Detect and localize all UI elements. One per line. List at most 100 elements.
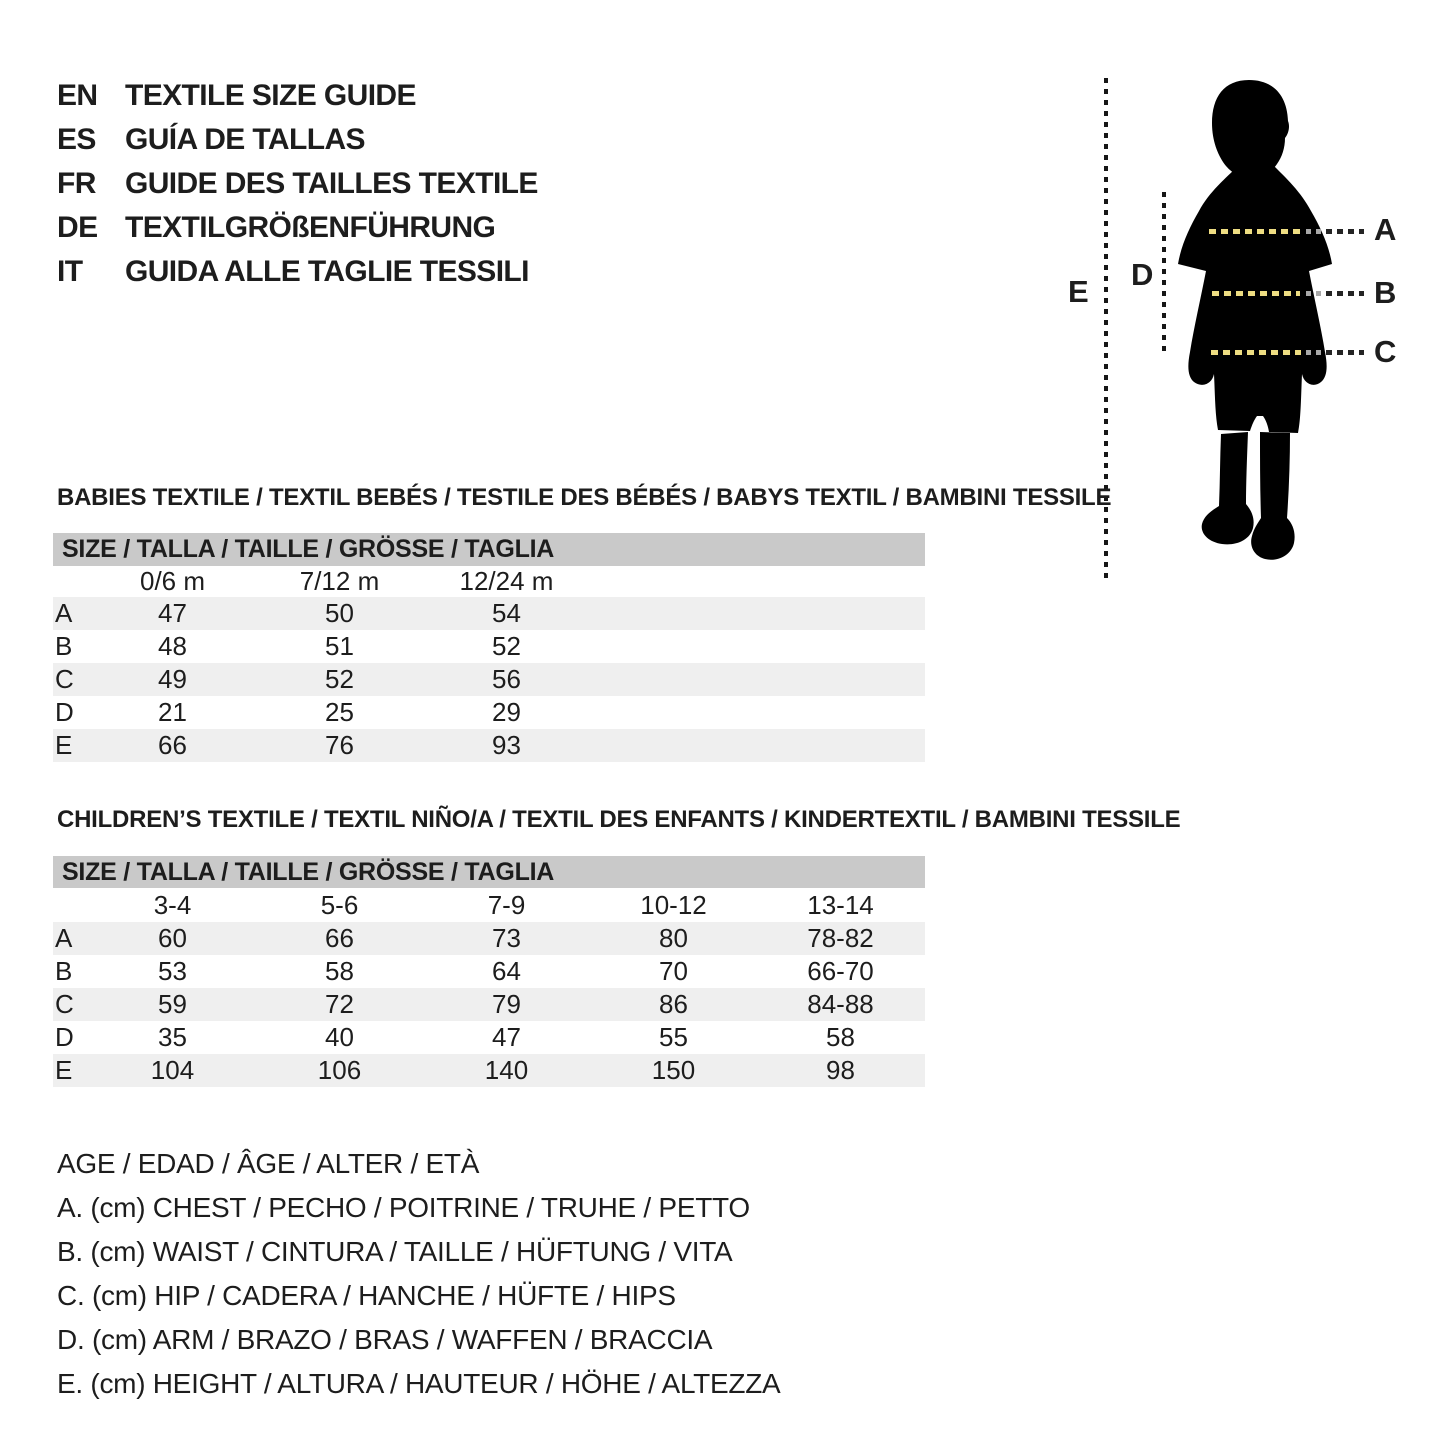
table-cell: 78-82 xyxy=(807,923,874,953)
babies-size-header-bar: SIZE / TALLA / TAILLE / GRÖSSE / TAGLIA xyxy=(53,533,925,566)
table-cell: 66-70 xyxy=(807,956,874,986)
babies-column-header-row: 0/6 m 7/12 m 12/24 m xyxy=(53,566,925,597)
hip-line-fade xyxy=(1306,350,1322,355)
table-cell: 55 xyxy=(659,1022,688,1052)
lang-row-de: DE TEXTILGRÖßENFÜHRUNG xyxy=(57,206,538,250)
row-label: B xyxy=(55,631,73,661)
measurement-legend: AGE / EDAD / ÂGE / ALTER / ETÀ A. (cm) C… xyxy=(57,1142,781,1406)
table-cell: 98 xyxy=(826,1055,855,1085)
table-row: B 53 58 64 70 66-70 xyxy=(53,955,925,988)
table-cell: 64 xyxy=(492,956,521,986)
table-cell: 47 xyxy=(492,1022,521,1052)
chest-line-yellow xyxy=(1209,229,1302,234)
lang-code: DE xyxy=(57,211,98,244)
table-cell: 106 xyxy=(317,1055,362,1085)
row-label: A xyxy=(55,923,73,953)
table-cell: 73 xyxy=(492,923,521,953)
children-col-header: 5-6 xyxy=(320,890,359,920)
table-row: E 66 76 93 xyxy=(53,729,925,762)
lang-title: GUIDA ALLE TAGLIE TESSILI xyxy=(125,255,529,288)
corner-cell xyxy=(53,566,89,597)
row-label: E xyxy=(55,1055,73,1085)
table-row: E 104 106 140 150 98 xyxy=(53,1054,925,1087)
lang-row-es: ES GUÍA DE TALLAS xyxy=(57,118,538,162)
table-cell: 21 xyxy=(158,697,187,727)
table-cell: 54 xyxy=(492,598,521,628)
table-cell: 60 xyxy=(158,923,187,953)
table-cell: 104 xyxy=(150,1055,195,1085)
babies-col-header: 0/6 m xyxy=(139,566,206,596)
measure-label-b: B xyxy=(1374,275,1397,310)
table-cell: 47 xyxy=(158,598,187,628)
row-label: D xyxy=(55,697,74,727)
table-cell: 66 xyxy=(158,730,187,760)
table-cell: 66 xyxy=(325,923,354,953)
table-cell: 150 xyxy=(651,1055,696,1085)
row-label: C xyxy=(55,989,74,1019)
table-cell: 50 xyxy=(325,598,354,628)
babies-col-header: 12/24 m xyxy=(459,566,554,596)
row-label: D xyxy=(55,1022,74,1052)
children-section-title: CHILDREN’S TEXTILE / TEXTIL NIÑO/A / TEX… xyxy=(57,806,1181,833)
legend-arm: D. (cm) ARM / BRAZO / BRAS / WAFFEN / BR… xyxy=(57,1324,713,1355)
table-cell: 51 xyxy=(325,631,354,661)
row-label: B xyxy=(55,956,73,986)
table-cell: 53 xyxy=(158,956,187,986)
table-cell: 86 xyxy=(659,989,688,1019)
table-cell: 35 xyxy=(158,1022,187,1052)
table-cell: 79 xyxy=(492,989,521,1019)
waist-line-yellow xyxy=(1212,291,1300,296)
lang-row-en: EN TEXTILE SIZE GUIDE xyxy=(57,74,538,118)
table-cell: 70 xyxy=(659,956,688,986)
lang-code: ES xyxy=(57,123,96,156)
row-label: E xyxy=(55,730,73,760)
lang-title: TEXTILE SIZE GUIDE xyxy=(125,79,417,112)
table-cell: 25 xyxy=(325,697,354,727)
babies-col-header: 7/12 m xyxy=(299,566,380,596)
legend-hip: C. (cm) HIP / CADERA / HANCHE / HÜFTE / … xyxy=(57,1280,676,1311)
legend-chest: A. (cm) CHEST / PECHO / POITRINE / TRUHE… xyxy=(57,1192,750,1223)
row-label: C xyxy=(55,664,74,694)
hip-line-dark xyxy=(1326,350,1364,355)
table-cell: 80 xyxy=(659,923,688,953)
hip-line-yellow xyxy=(1211,350,1301,355)
chest-line-dark xyxy=(1326,229,1364,234)
child-silhouette-icon xyxy=(1178,80,1332,560)
table-cell: 84-88 xyxy=(807,989,874,1019)
children-col-header: 13-14 xyxy=(807,890,874,920)
waist-line-fade xyxy=(1306,291,1322,296)
table-cell: 76 xyxy=(325,730,354,760)
lang-code: EN xyxy=(57,79,98,112)
table-cell: 52 xyxy=(492,631,521,661)
table-cell: 93 xyxy=(492,730,521,760)
measure-label-a: A xyxy=(1374,212,1397,247)
table-row: A 60 66 73 80 78-82 xyxy=(53,922,925,955)
legend-height: E. (cm) HEIGHT / ALTURA / HAUTEUR / HÖHE… xyxy=(57,1368,781,1399)
table-row: B 48 51 52 xyxy=(53,630,925,663)
lang-code: FR xyxy=(57,167,96,200)
children-col-header: 3-4 xyxy=(153,890,192,920)
measure-label-c: C xyxy=(1374,334,1397,369)
table-cell: 140 xyxy=(484,1055,529,1085)
table-cell: 59 xyxy=(158,989,187,1019)
table-cell: 48 xyxy=(158,631,187,661)
lang-title: TEXTILGRÖßENFÜHRUNG xyxy=(125,211,496,244)
lang-row-it: IT GUIDA ALLE TAGLIE TESSILI xyxy=(57,250,538,294)
table-row: D 35 40 47 55 58 xyxy=(53,1021,925,1054)
babies-section-title: BABIES TEXTILE / TEXTIL BEBÉS / TESTILE … xyxy=(57,484,1112,511)
table-row: C 49 52 56 xyxy=(53,663,925,696)
children-size-header-bar: SIZE / TALLA / TAILLE / GRÖSSE / TAGLIA xyxy=(53,856,925,888)
table-cell: 58 xyxy=(325,956,354,986)
measure-label-d: D xyxy=(1131,257,1154,292)
table-cell: 56 xyxy=(492,664,521,694)
babies-size-table: SIZE / TALLA / TAILLE / GRÖSSE / TAGLIA … xyxy=(53,533,925,762)
corner-cell xyxy=(53,888,89,922)
row-label: A xyxy=(55,598,73,628)
table-cell: 52 xyxy=(325,664,354,694)
table-cell: 40 xyxy=(325,1022,354,1052)
arm-measure-line-d xyxy=(1162,192,1166,356)
legend-waist: B. (cm) WAIST / CINTURA / TAILLE / HÜFTU… xyxy=(57,1236,733,1267)
lang-title: GUÍA DE TALLAS xyxy=(125,123,366,156)
table-row: D 21 25 29 xyxy=(53,696,925,729)
table-row: C 59 72 79 86 84-88 xyxy=(53,988,925,1021)
